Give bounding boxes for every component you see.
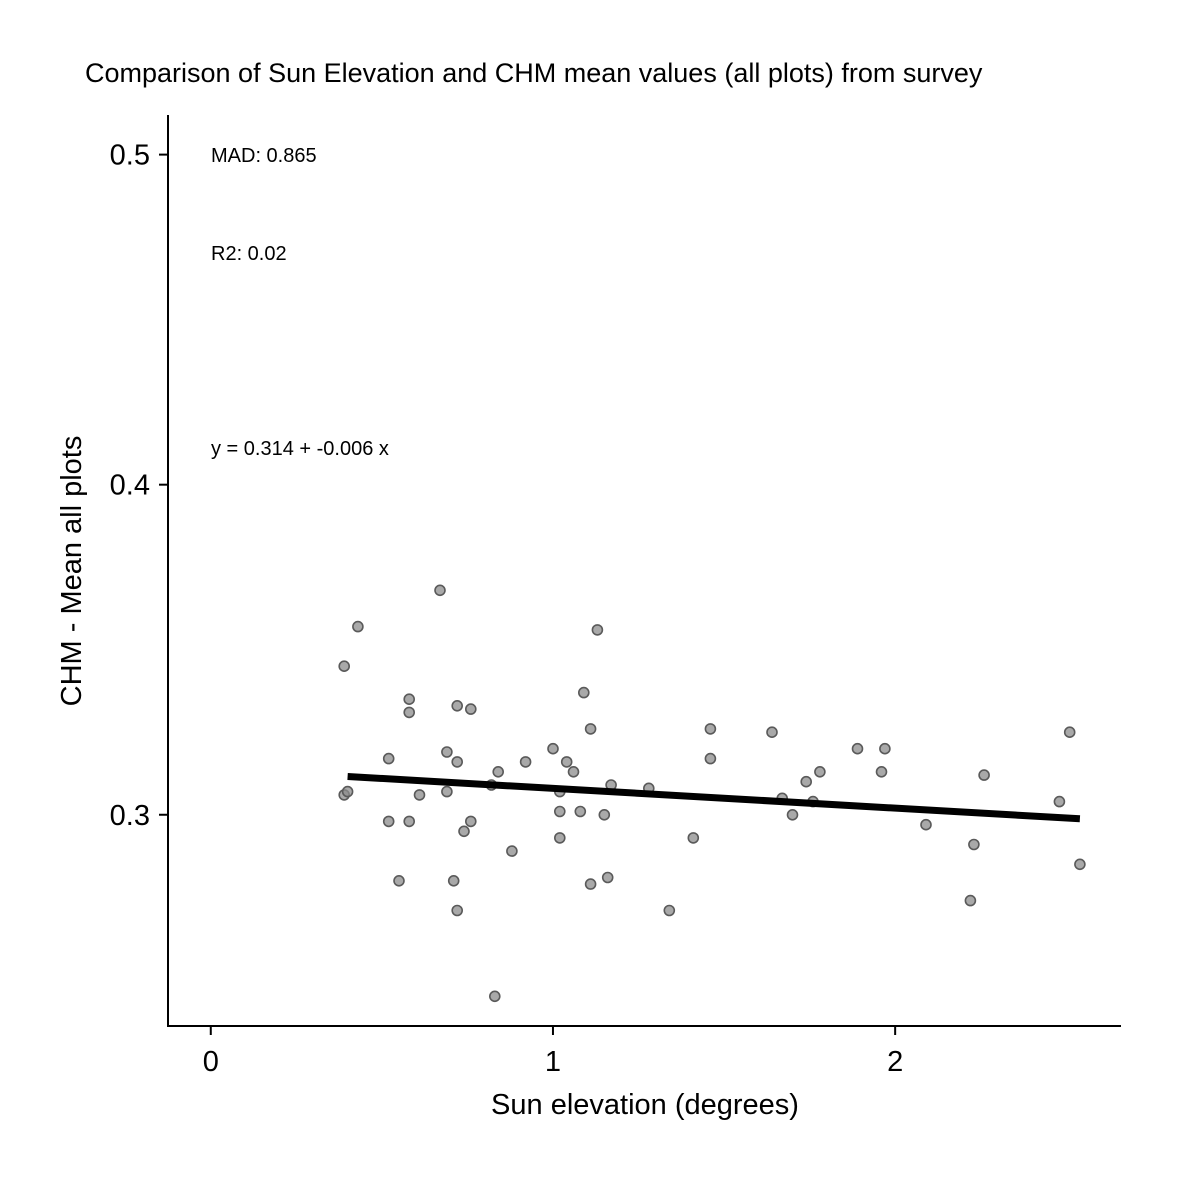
data-point-60 xyxy=(1074,858,1086,871)
data-point-45 xyxy=(766,726,778,739)
data-point-42 xyxy=(687,832,700,844)
data-point-48 xyxy=(800,775,813,788)
data-point-17 xyxy=(451,904,464,917)
data-point-33 xyxy=(577,686,590,699)
data-point-16 xyxy=(451,756,464,768)
data-point-7 xyxy=(403,815,416,828)
data-point-41 xyxy=(663,904,676,917)
data-point-31 xyxy=(567,765,580,778)
data-point-53 xyxy=(879,742,891,755)
x-tick-label-2: 2 xyxy=(887,1046,903,1078)
data-point-3 xyxy=(352,620,364,633)
data-point-8 xyxy=(403,706,416,719)
data-point-24 xyxy=(506,845,518,857)
data-point-9 xyxy=(403,693,416,706)
data-point-58 xyxy=(1053,795,1066,808)
y-tick-label-1: 0.4 xyxy=(110,470,150,502)
data-point-11 xyxy=(434,584,446,597)
data-point-25 xyxy=(519,756,532,768)
data-point-26 xyxy=(547,742,559,755)
points-layer xyxy=(338,584,1086,1003)
data-point-30 xyxy=(560,756,573,768)
data-point-27 xyxy=(553,805,566,818)
y-tick-label-2: 0.5 xyxy=(110,140,150,172)
data-point-13 xyxy=(441,746,453,758)
data-point-37 xyxy=(598,808,611,821)
data-point-10 xyxy=(413,789,426,801)
data-point-50 xyxy=(814,765,826,778)
data-point-36 xyxy=(591,624,604,636)
data-point-29 xyxy=(553,832,566,844)
data-point-59 xyxy=(1063,726,1076,739)
data-point-1 xyxy=(341,785,354,798)
y-axis-title: CHM - Mean all plots xyxy=(56,436,88,707)
data-point-51 xyxy=(851,742,864,755)
data-point-32 xyxy=(574,805,587,818)
annotation-equation: y = 0.314 + -0.006 x xyxy=(211,438,389,460)
annotation-mad: MAD: 0.865 xyxy=(211,145,317,167)
data-point-22 xyxy=(492,765,505,778)
data-point-57 xyxy=(978,769,990,781)
data-point-55 xyxy=(964,894,977,907)
data-point-38 xyxy=(601,871,614,884)
data-point-14 xyxy=(447,874,460,887)
y-tick-label-0: 0.3 xyxy=(110,800,150,832)
data-point-56 xyxy=(968,838,980,851)
x-axis-title: Sun elevation (degrees) xyxy=(491,1089,799,1121)
data-point-6 xyxy=(393,874,405,887)
x-tick-label-1: 1 xyxy=(545,1046,561,1078)
data-point-35 xyxy=(584,878,597,890)
data-point-18 xyxy=(458,825,470,838)
data-point-52 xyxy=(875,765,888,778)
data-point-23 xyxy=(488,990,501,1003)
data-point-54 xyxy=(920,818,932,831)
annotation-r2: R2: 0.02 xyxy=(211,243,287,265)
data-point-47 xyxy=(786,808,799,821)
x-tick-label-0: 0 xyxy=(203,1046,219,1078)
data-point-20 xyxy=(464,703,477,715)
chart-title: Comparison of Sun Elevation and CHM mean… xyxy=(85,58,983,88)
data-point-12 xyxy=(441,785,453,798)
x-ticks: 0 1 2 xyxy=(203,1026,903,1078)
data-point-19 xyxy=(464,815,477,828)
fit-layer xyxy=(347,773,1081,823)
data-point-34 xyxy=(584,723,597,735)
data-point-2 xyxy=(338,660,351,673)
fit-line xyxy=(347,773,1081,823)
data-point-43 xyxy=(704,723,717,735)
data-point-4 xyxy=(382,752,395,765)
data-point-15 xyxy=(451,699,464,712)
y-ticks: 0.3 0.4 0.5 xyxy=(110,140,168,832)
data-point-5 xyxy=(382,815,395,828)
data-point-44 xyxy=(704,752,717,765)
